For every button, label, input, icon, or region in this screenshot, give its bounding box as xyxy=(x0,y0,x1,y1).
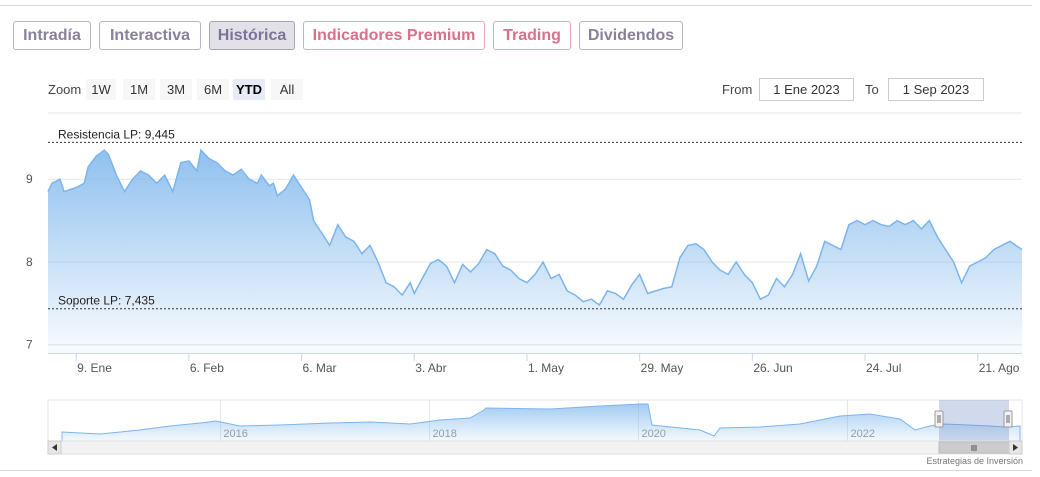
range-from-input[interactable]: 1 Ene 2023 xyxy=(759,78,854,101)
x-tick-label: 21. Ago xyxy=(979,361,1020,375)
x-tick-label: 6. Feb xyxy=(190,361,224,375)
tab-interactiva[interactable]: Interactiva xyxy=(99,21,201,50)
navigator-right-handle xyxy=(1003,410,1013,428)
zoom-3m-button[interactable]: 3M xyxy=(160,79,192,100)
price-area-fill xyxy=(48,150,1022,353)
tab-dividendos[interactable]: Dividendos xyxy=(579,21,683,50)
scroll-right-icon xyxy=(1013,444,1018,451)
tab-historica[interactable]: Histórica xyxy=(209,21,295,50)
zoom-6m-button[interactable]: 6M xyxy=(197,79,229,100)
x-tick-label: 29. May xyxy=(641,361,684,375)
zoom-1m-button[interactable]: 1M xyxy=(123,79,155,100)
tab-trading[interactable]: Trading xyxy=(493,21,571,50)
bottom-divider xyxy=(0,470,1032,471)
x-tick-label: 24. Jul xyxy=(866,361,901,375)
scrollbar-track xyxy=(47,440,1023,455)
scroll-left-icon xyxy=(52,444,57,451)
support-label: Soporte LP: 7,435 xyxy=(58,294,155,308)
x-tick-label: 6. Mar xyxy=(303,361,337,375)
navigator-selection xyxy=(939,400,1009,441)
chart-credit[interactable]: Estrategias de Inversión xyxy=(926,456,1023,466)
zoom-label: Zoom xyxy=(48,82,82,97)
range-to-label: To xyxy=(865,82,879,97)
navigator[interactable]: 2016201820202022 xyxy=(47,399,1023,455)
navigator-series xyxy=(61,403,1021,442)
x-tick-label: 26. Jun xyxy=(753,361,792,375)
x-tick-label: 3. Abr xyxy=(415,361,446,375)
y-tick-label: 8 xyxy=(26,255,33,269)
y-axis-labels: 7 8 9 xyxy=(26,172,33,352)
price-area xyxy=(47,148,1023,353)
reference-lines: Resistencia LP: 9,445 Soporte LP: 7,435 xyxy=(48,127,1022,310)
tab-intradia[interactable]: Intradía xyxy=(13,21,91,50)
tab-indicadores-premium[interactable]: Indicadores Premium xyxy=(303,21,485,50)
range-to-input[interactable]: 1 Sep 2023 xyxy=(888,78,984,101)
zoom-all-button[interactable]: All xyxy=(271,79,303,100)
price-line xyxy=(47,148,1023,307)
y-tick-label: 9 xyxy=(26,172,33,186)
zoom-ytd-button[interactable]: YTD xyxy=(233,79,265,100)
resistance-label: Resistencia LP: 9,445 xyxy=(58,127,175,141)
x-tick-label: 9. Ene xyxy=(77,361,112,375)
navigator-left-handle xyxy=(934,410,944,428)
zoom-1w-button[interactable]: 1W xyxy=(86,79,116,100)
x-tick-label: 1. May xyxy=(528,361,564,375)
top-divider xyxy=(0,5,1032,6)
y-tick-label: 7 xyxy=(26,338,33,352)
x-axis: 9. Ene 6. Feb 6. Mar 3. Abr 1. May 29. May 26.… xyxy=(48,353,1022,375)
range-from-label: From xyxy=(722,82,753,97)
